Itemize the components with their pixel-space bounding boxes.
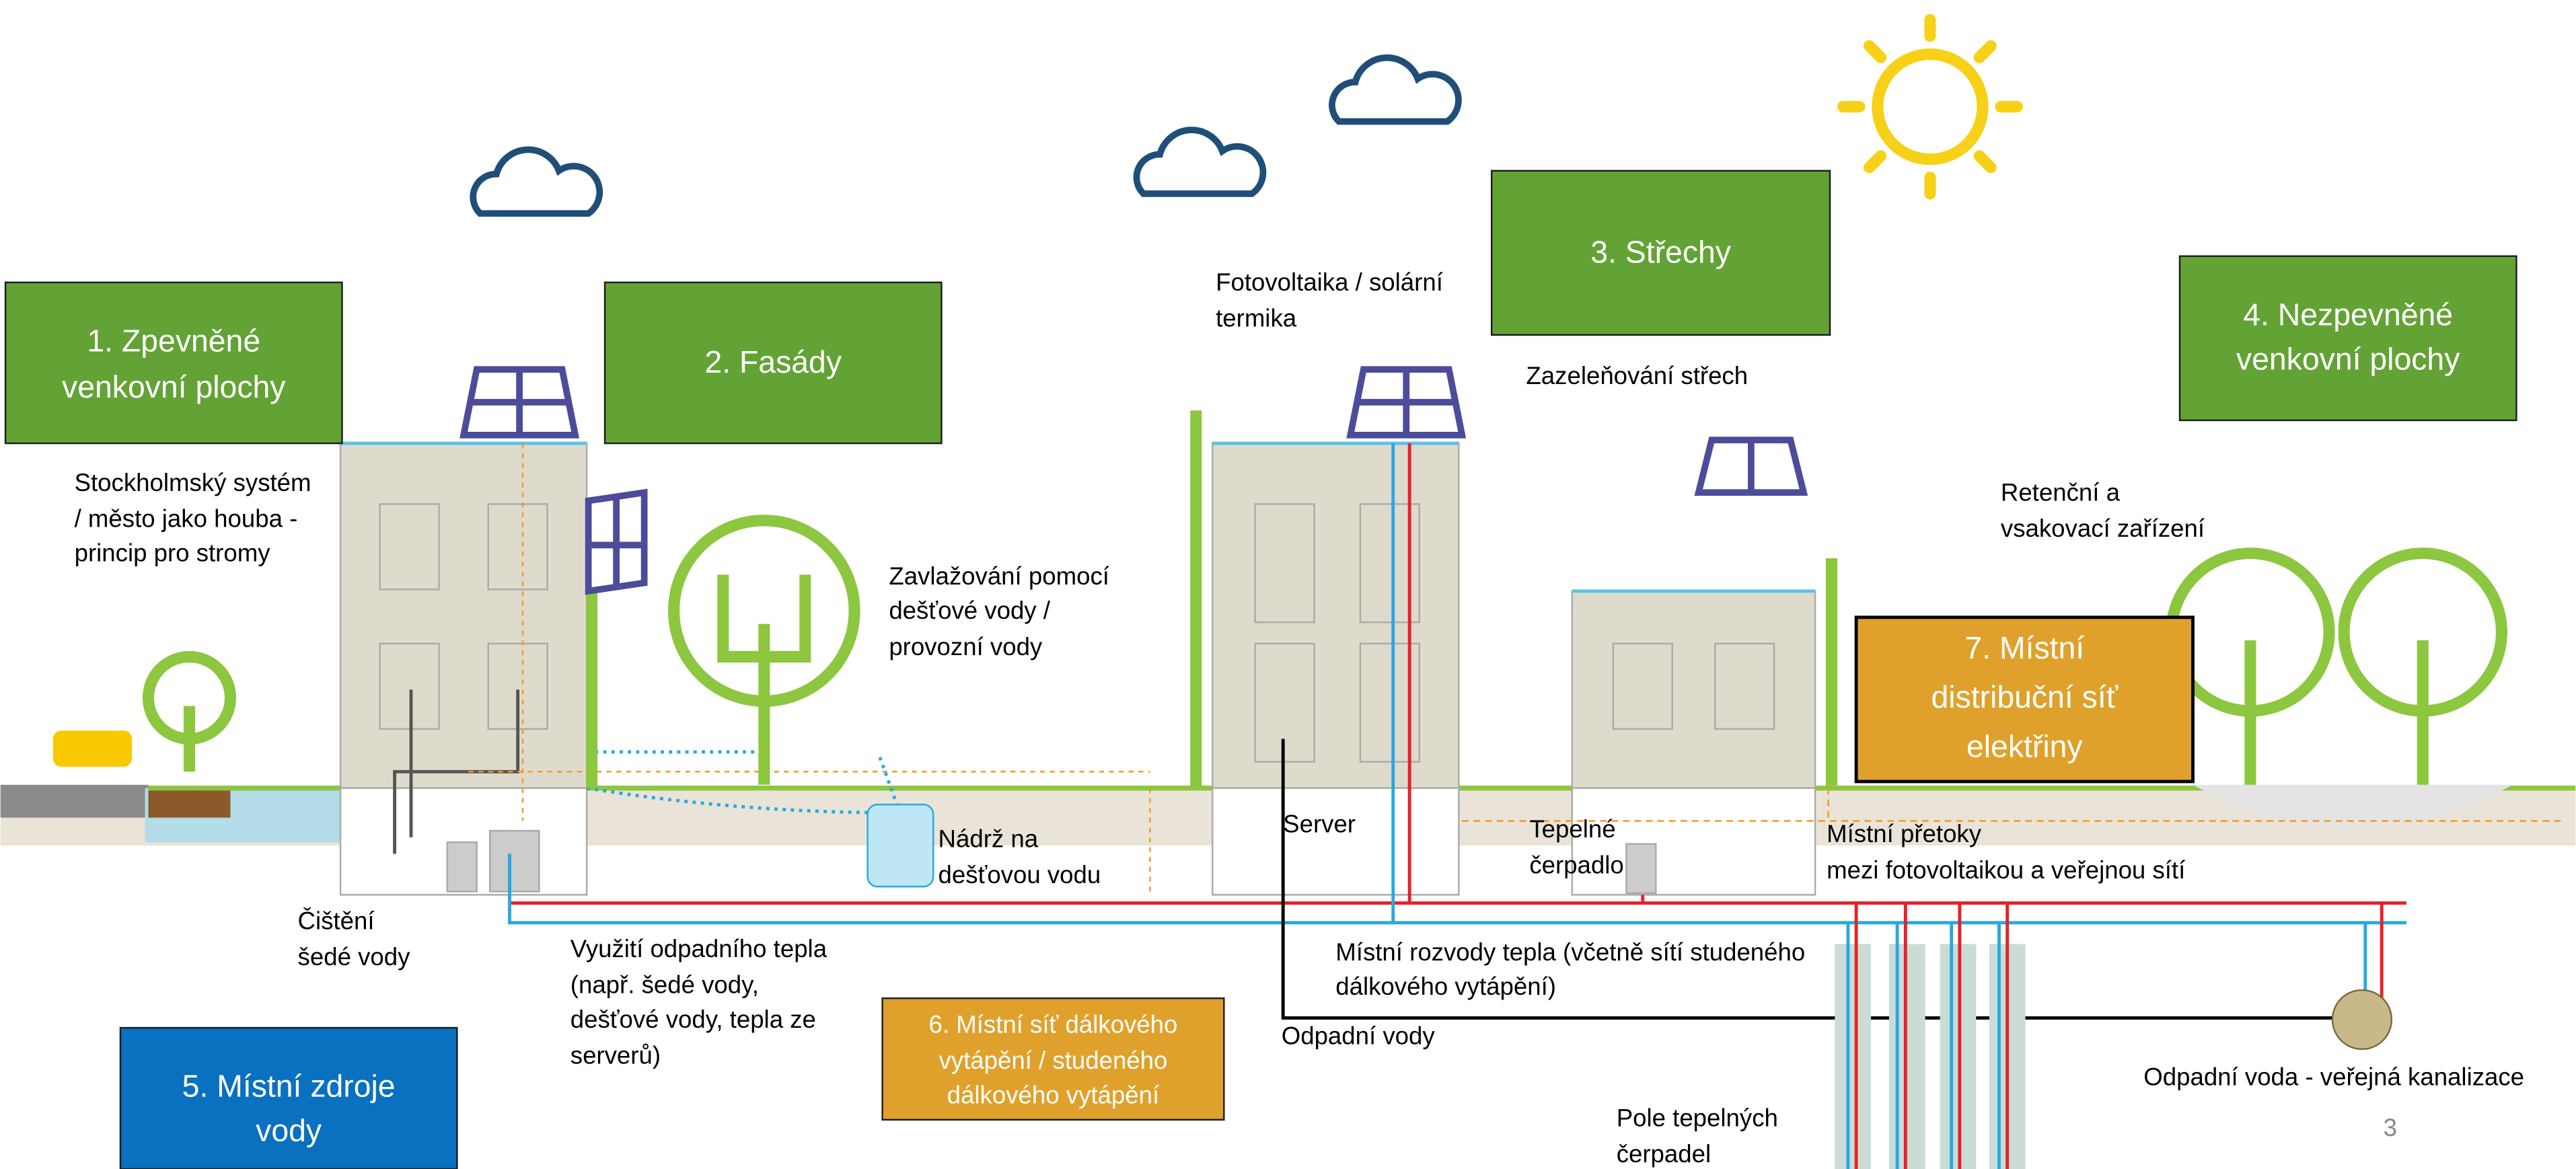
annotation: provozní vody <box>889 633 1043 661</box>
annotation: Místní přetoky <box>1827 820 1982 847</box>
box-text: dálkového vytápění <box>947 1081 1159 1108</box>
annotation: Nádrž na <box>939 825 1039 852</box>
annotation: dešťové vody, tepla ze <box>571 1006 816 1033</box>
annotation: čerpadel <box>1617 1140 1711 1168</box>
diagram: 1. Zpevněné venkovní plochy 2. Fasády 3. St… <box>0 0 2576 1169</box>
rain-tank <box>868 804 934 887</box>
annotation: Zazeleňování střech <box>1526 362 1748 389</box>
annotation: Čištění <box>298 907 375 935</box>
annotation: Retenční a <box>2001 478 2121 506</box>
annotation: termika <box>1216 305 1297 332</box>
annotation: Fotovoltaika / solární <box>1216 268 1443 296</box>
box-text: 4. Nezpevněné <box>2243 297 2453 332</box>
box-text: venkovní plochy <box>2236 341 2460 376</box>
soil <box>148 788 230 818</box>
box-text: distribuční síť <box>1931 679 2118 714</box>
box-text: 3. Střechy <box>1590 235 1732 270</box>
annotation: princip pro stromy <box>75 539 271 567</box>
annotation: Odpadní voda - veřejná kanalizace <box>2143 1063 2524 1090</box>
annotation: dálkového vytápění) <box>1335 973 1556 1000</box>
car <box>53 730 132 767</box>
annotation: Pole tepelných <box>1617 1104 1778 1131</box>
annotation: dešťovou vodu <box>939 861 1101 889</box>
annotation: vsakovací zařízení <box>2001 515 2205 542</box>
box-text: vytápění / studeného <box>939 1047 1167 1074</box>
annotation: Tepelné <box>1529 815 1615 843</box>
label-box <box>2180 256 2516 420</box>
annotation: Server <box>1283 810 1356 838</box>
road <box>1 785 149 818</box>
annotation: mezi fotovoltaikou a veřejnou sítí <box>1827 856 2185 884</box>
box-text: vody <box>256 1113 322 1148</box>
box-text: 2. Fasády <box>704 344 842 379</box>
box-text: 6. Místní síť dálkového <box>929 1010 1178 1038</box>
box-text: 1. Zpevněné <box>87 323 260 358</box>
annotation: / město jako houba - <box>75 504 298 532</box>
box-text: venkovní plochy <box>62 369 286 404</box>
label-box <box>5 282 342 443</box>
box-text: 5. Místní zdroje <box>182 1069 396 1104</box>
annotation: Místní rozvody tepla (včetně sítí studen… <box>1335 938 1805 966</box>
annotation: dešťové vody / <box>889 597 1050 624</box>
box-text: 7. Místní <box>1964 630 2084 665</box>
annotation: Využití odpadního tepla <box>571 935 827 963</box>
annotation: serverů) <box>571 1042 661 1069</box>
annotation: (např. šedé vody, <box>571 971 759 999</box>
annotation: čerpadlo <box>1529 852 1623 879</box>
box-text: elektřiny <box>1966 728 2083 763</box>
annotation: Stockholmský systém <box>75 469 311 496</box>
annotation: šedé vody <box>298 943 411 971</box>
annotation: Odpadní vody <box>1282 1022 1436 1049</box>
annotation: Zavlažování pomocí <box>889 562 1109 590</box>
page-number: 3 <box>2384 1114 2397 1141</box>
sewer <box>2332 990 2392 1049</box>
